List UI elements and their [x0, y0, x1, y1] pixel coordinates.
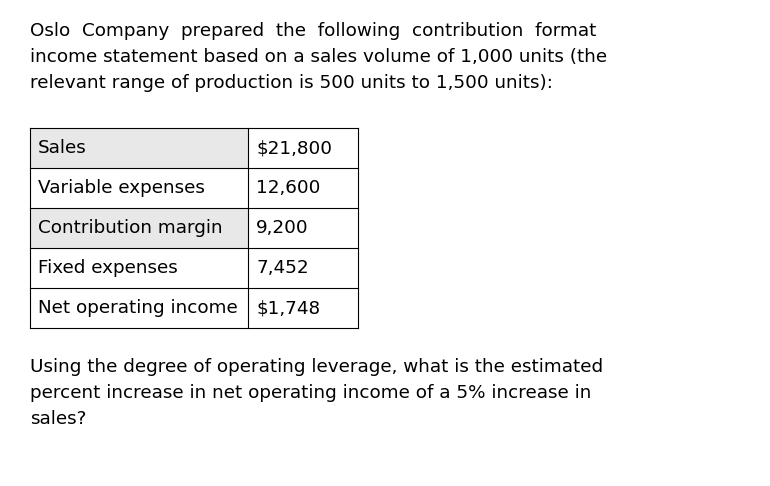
Text: 7,452: 7,452: [256, 259, 309, 277]
Text: 12,600: 12,600: [256, 179, 320, 197]
Text: Sales: Sales: [38, 139, 87, 157]
Text: Fixed expenses: Fixed expenses: [38, 259, 178, 277]
Bar: [248, 248, 358, 288]
Text: Oslo  Company  prepared  the  following  contribution  format: Oslo Company prepared the following cont…: [30, 22, 597, 40]
Text: $1,748: $1,748: [256, 299, 320, 317]
Bar: [248, 208, 358, 248]
Text: Variable expenses: Variable expenses: [38, 179, 205, 197]
Bar: [248, 288, 358, 328]
Bar: [30, 208, 248, 248]
Text: sales?: sales?: [30, 410, 86, 428]
Text: $21,800: $21,800: [256, 139, 332, 157]
Text: Contribution margin: Contribution margin: [38, 219, 223, 237]
Bar: [30, 248, 248, 288]
Text: percent increase in net operating income of a 5% increase in: percent increase in net operating income…: [30, 384, 591, 402]
Text: 9,200: 9,200: [256, 219, 309, 237]
Bar: [248, 168, 358, 208]
Bar: [30, 288, 248, 328]
Text: Using the degree of operating leverage, what is the estimated: Using the degree of operating leverage, …: [30, 358, 603, 376]
Text: income statement based on a sales volume of 1,000 units (the: income statement based on a sales volume…: [30, 48, 607, 66]
Bar: [30, 128, 248, 168]
Text: relevant range of production is 500 units to 1,500 units):: relevant range of production is 500 unit…: [30, 74, 553, 92]
Text: Net operating income: Net operating income: [38, 299, 238, 317]
Bar: [248, 128, 358, 168]
Bar: [30, 168, 248, 208]
